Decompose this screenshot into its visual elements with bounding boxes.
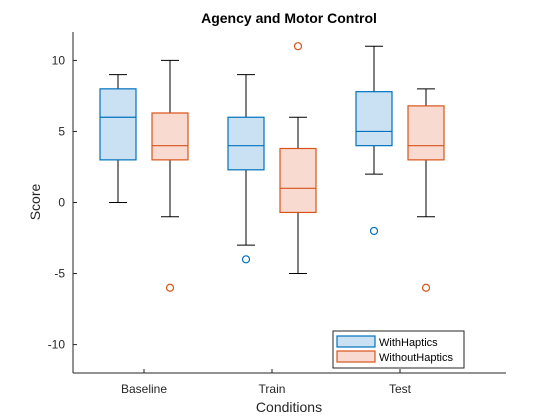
y-tick-label: -10 [48,338,66,352]
legend-swatch [336,350,376,363]
x-axis-label: Conditions [256,399,322,415]
box-iqr [151,112,189,161]
y-tick-label: -5 [54,267,65,281]
box-iqr [407,105,445,161]
y-axis: -10 -5 0 5 10 [48,53,77,352]
box-WithHaptics-Baseline [99,74,137,203]
legend-swatch [336,335,376,348]
outlier-point [241,255,251,264]
y-tick-label: 10 [52,53,66,67]
x-tick-label: Test [389,382,412,396]
y-tick-label: 0 [58,196,65,210]
outlier-point [293,42,303,51]
outlier-point [369,226,379,236]
chart-title: Agency and Motor Control [201,10,377,26]
legend-entry-label: WithHaptics [379,337,438,349]
box-WithoutHaptics-Train [279,42,317,275]
box-WithoutHaptics-Test [407,88,445,292]
box-iqr [99,88,137,161]
box-WithHaptics-Test [355,45,393,236]
box-iqr [227,116,265,171]
y-axis-label: Score [27,184,43,221]
legend-entry-label: WithoutHaptics [379,352,453,364]
outlier-point [165,283,175,292]
x-tick-label: Baseline [121,382,167,396]
box-WithHaptics-Train [227,74,265,264]
box-iqr [279,147,317,214]
box-WithoutHaptics-Baseline [151,59,189,292]
x-axis: Baseline Train Test [121,369,412,396]
box-iqr [355,91,393,147]
box-series-layer [99,42,445,292]
legend: WithHaptics WithoutHaptics [332,330,465,369]
x-tick-label: Train [259,382,286,396]
outlier-point [421,283,431,292]
y-tick-label: 5 [58,124,65,138]
